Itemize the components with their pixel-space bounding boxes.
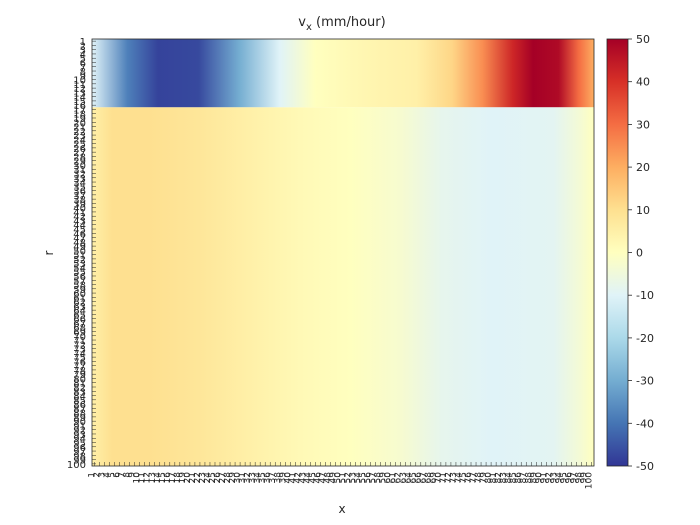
y-tick-label: 100 (67, 460, 86, 471)
colorbar-tick-label: 20 (636, 161, 650, 174)
colorbar-tick-label: -20 (636, 332, 654, 345)
title-units: (mm/hour) (312, 15, 386, 30)
heatmap-band-lower (92, 107, 594, 466)
colorbar-ticks: 50 40 30 20 10 0 -10 -20 -30 -40 -50 (628, 33, 654, 473)
y-axis-label: r (42, 250, 56, 255)
chart-title: vx (mm/hour) (298, 15, 385, 33)
colorbar-tick-label: 50 (636, 33, 650, 46)
colorbar (607, 39, 628, 466)
colorbar-tick-label: -40 (636, 417, 654, 430)
colorbar-tick-label: 10 (636, 204, 650, 217)
colorbar-tick-label: -10 (636, 289, 654, 302)
colorbar-tick-label: 30 (636, 118, 650, 131)
colorbar-tick-label: 0 (636, 247, 643, 260)
x-axis-label: x (338, 502, 345, 516)
heatmap-band-upper (92, 39, 594, 107)
colorbar-tick-label: -50 (636, 460, 654, 473)
colorbar-tick-label: -30 (636, 375, 654, 388)
x-tick-label: 100 (584, 472, 594, 489)
colorbar-tick-label: 40 (636, 76, 650, 89)
